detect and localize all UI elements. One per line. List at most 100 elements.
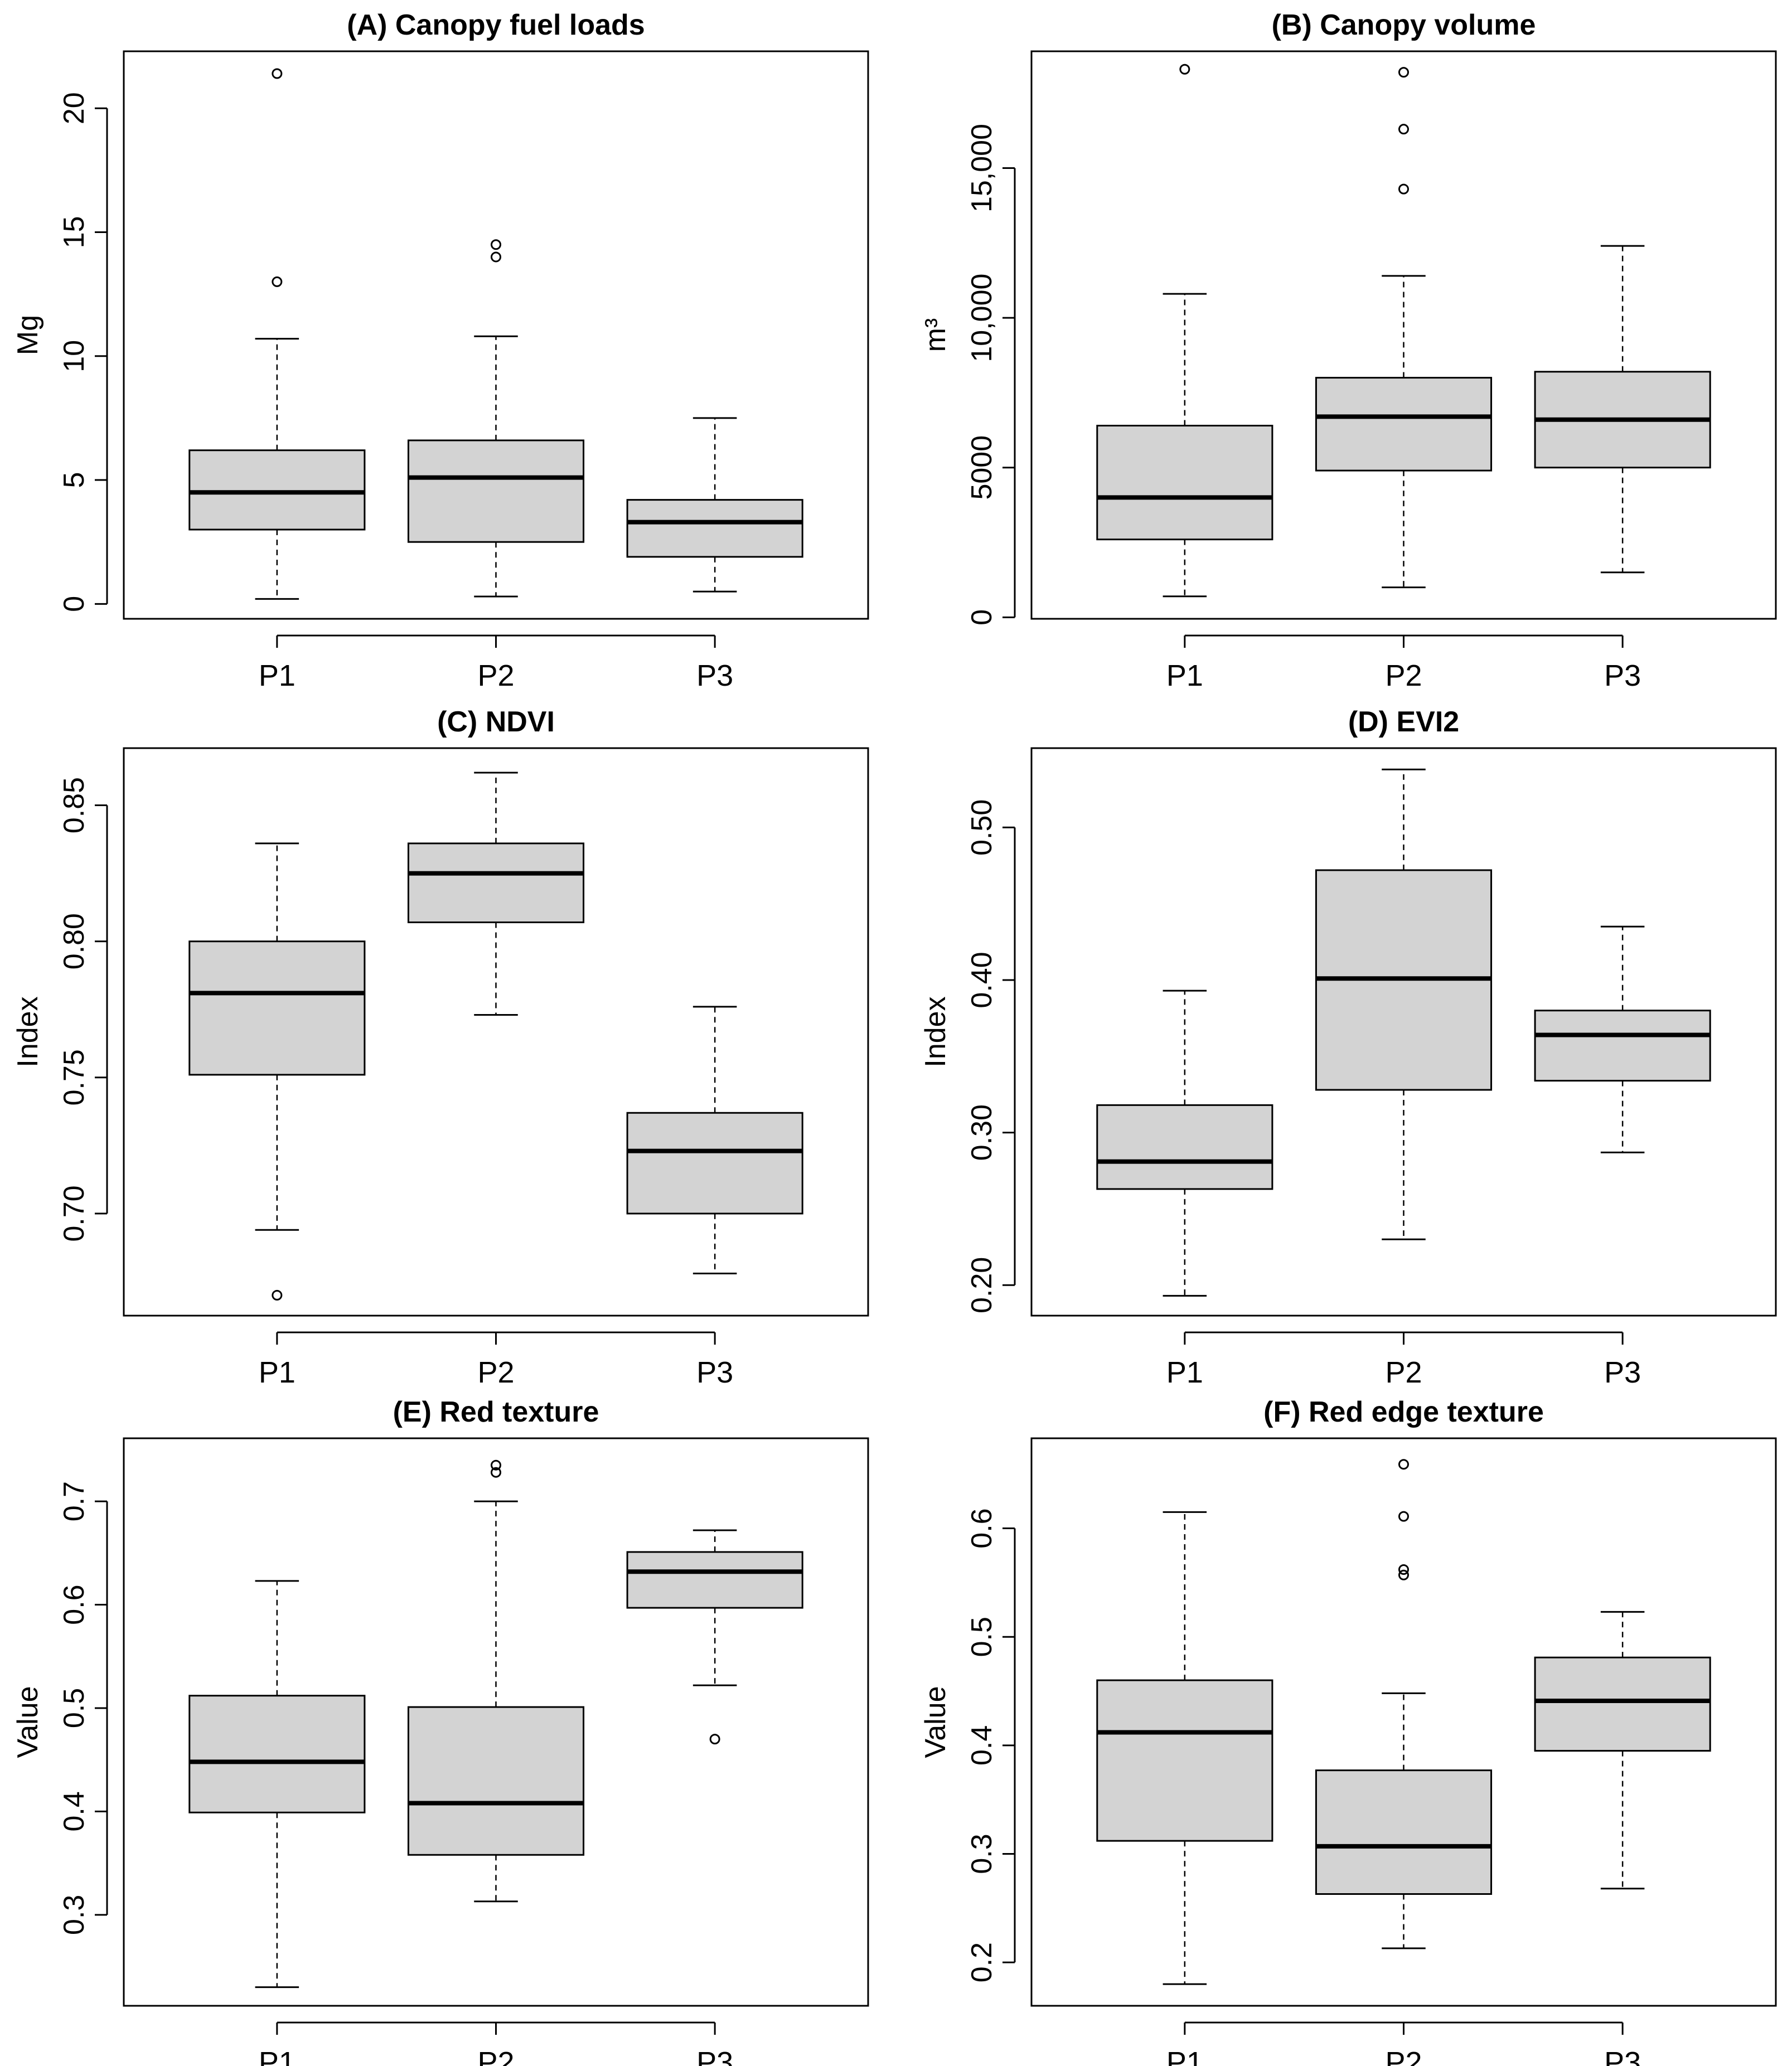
x-tick-label: P3: [1604, 1356, 1641, 1389]
iqr-box: [188, 1695, 366, 1813]
x-tick-label: P1: [1166, 2046, 1203, 2066]
x-tick-label: P2: [1385, 1356, 1422, 1389]
y-tick-label: 0.7: [58, 1481, 90, 1521]
x-tick-label: P3: [1604, 659, 1641, 692]
x-tick-label: P3: [696, 2046, 733, 2066]
x-tick-label: P2: [1385, 659, 1422, 692]
iqr-box: [1315, 377, 1493, 472]
y-tick-label: 0.3: [966, 1834, 998, 1874]
x-tick-label: P1: [1166, 1356, 1203, 1389]
y-tick-label: 0.6: [58, 1584, 90, 1624]
y-tick-label: 5000: [966, 435, 998, 500]
outlier-point: [1398, 1564, 1409, 1575]
iqr-box: [1096, 1104, 1273, 1190]
y-axis-label: Mg: [12, 315, 44, 355]
outlier-point: [1398, 1459, 1409, 1470]
outlier-point: [1398, 1511, 1409, 1522]
outlier-point: [1398, 1569, 1409, 1580]
panel-title: (E) Red texture: [393, 1396, 599, 1428]
y-tick-label: 0.5: [966, 1617, 998, 1657]
y-tick-label: 0.4: [58, 1791, 90, 1831]
y-tick-label: 0.80: [58, 913, 90, 969]
box-p1: [188, 68, 366, 600]
plot-frame: [1030, 747, 1777, 1317]
y-axis-label: Index: [12, 996, 44, 1067]
iqr-box: [188, 449, 366, 531]
iqr-box: [1315, 1769, 1493, 1895]
iqr-box: [407, 842, 585, 923]
box-p1: [188, 1580, 366, 1989]
y-tick-label: 5: [58, 472, 90, 488]
y-tick-label: 0: [58, 596, 90, 612]
y-tick-label: 0.5: [58, 1688, 90, 1728]
y-axis-label: m³: [919, 318, 952, 352]
box-p3: [626, 1529, 803, 1745]
x-tick-label: P1: [259, 659, 296, 692]
outlier-point: [272, 1289, 283, 1301]
y-axis-label: Value: [919, 1686, 952, 1758]
x-tick-label: P2: [477, 1356, 514, 1389]
box-p1: [1096, 64, 1273, 598]
y-tick-label: 0.4: [966, 1725, 998, 1766]
iqr-box: [188, 940, 366, 1076]
panel-red-edge-texture: (F) Red edge texture Value 0.2 0.3 0.4 0.5 0…: [919, 1396, 1777, 2066]
box-p1: [1096, 1511, 1273, 1985]
x-tick-label: P2: [477, 659, 514, 692]
iqr-box: [407, 1706, 585, 1856]
outlier-point: [1398, 124, 1409, 135]
y-tick-label: 0.50: [966, 799, 998, 856]
y-tick-label: 0.6: [966, 1508, 998, 1548]
y-tick-label: 0.85: [58, 777, 90, 833]
x-tick-label: P1: [259, 2046, 296, 2066]
x-tick-label: P3: [1604, 2046, 1641, 2066]
y-tick-label: 15: [58, 216, 90, 249]
plot-frame: [1030, 1437, 1777, 2007]
x-tick-label: P3: [696, 659, 733, 692]
panel-title: (D) EVI2: [1348, 706, 1459, 738]
y-tick-label: 0.30: [966, 1104, 998, 1161]
iqr-box: [1534, 1010, 1711, 1082]
box-p2: [1315, 67, 1493, 589]
plot-frame: [123, 1437, 869, 2007]
iqr-box: [626, 1112, 803, 1215]
plot-frame: [123, 747, 869, 1317]
box-p2: [1315, 768, 1493, 1240]
y-axis-label: Index: [919, 996, 952, 1067]
y-tick-label: 15,000: [966, 124, 998, 212]
x-tick-label: P1: [259, 1356, 296, 1389]
iqr-box: [1534, 1656, 1711, 1752]
panel-canopy-volume: (B) Canopy volume m³ 0 5000 10,000 15,000 P1…: [919, 9, 1777, 692]
iqr-box: [626, 1551, 803, 1609]
y-tick-label: 0.70: [58, 1185, 90, 1241]
outlier-point: [272, 276, 283, 287]
y-tick-label: 10: [58, 340, 90, 372]
y-tick-label: 0.2: [966, 1942, 998, 1982]
box-p1: [188, 842, 366, 1301]
outlier-point: [1398, 183, 1409, 195]
outlier-point: [491, 239, 501, 250]
box-p2: [407, 1459, 585, 1903]
box-p3: [626, 417, 803, 593]
panel-title: (C) NDVI: [437, 706, 555, 738]
box-p3: [626, 1006, 803, 1274]
panel-red-texture: (E) Red texture Value 0.3 0.4 0.5 0.6 0.7 P1 P…: [12, 1396, 869, 2066]
panel-canopy-fuel-loads: (A) Canopy fuel loads Mg 0 5 10 15 20 P1 P2 P3: [12, 9, 869, 692]
panel-ndvi: (C) NDVI Index 0.70 0.75 0.80 0.85 P1 P2 P3: [12, 706, 869, 1389]
iqr-box: [407, 439, 585, 543]
box-p2: [407, 239, 585, 598]
y-tick-label: 20: [58, 92, 90, 124]
iqr-box: [1096, 1679, 1273, 1842]
x-tick-label: P2: [477, 2046, 514, 2066]
y-tick-label: 0.3: [58, 1895, 90, 1935]
panel-title: (A) Canopy fuel loads: [347, 9, 645, 41]
box-p3: [1534, 245, 1711, 574]
y-tick-label: 10,000: [966, 274, 998, 362]
panel-title: (F) Red edge texture: [1263, 1396, 1544, 1428]
outlier-point: [709, 1734, 720, 1745]
x-tick-label: P2: [1385, 2046, 1422, 2066]
panel-evi2: (D) EVI2 Index 0.20 0.30 0.40 0.50 P1 P2 P3: [919, 706, 1777, 1389]
x-tick-label: P3: [696, 1356, 733, 1389]
x-tick-label: P1: [1166, 659, 1203, 692]
y-tick-label: 0.40: [966, 952, 998, 1008]
